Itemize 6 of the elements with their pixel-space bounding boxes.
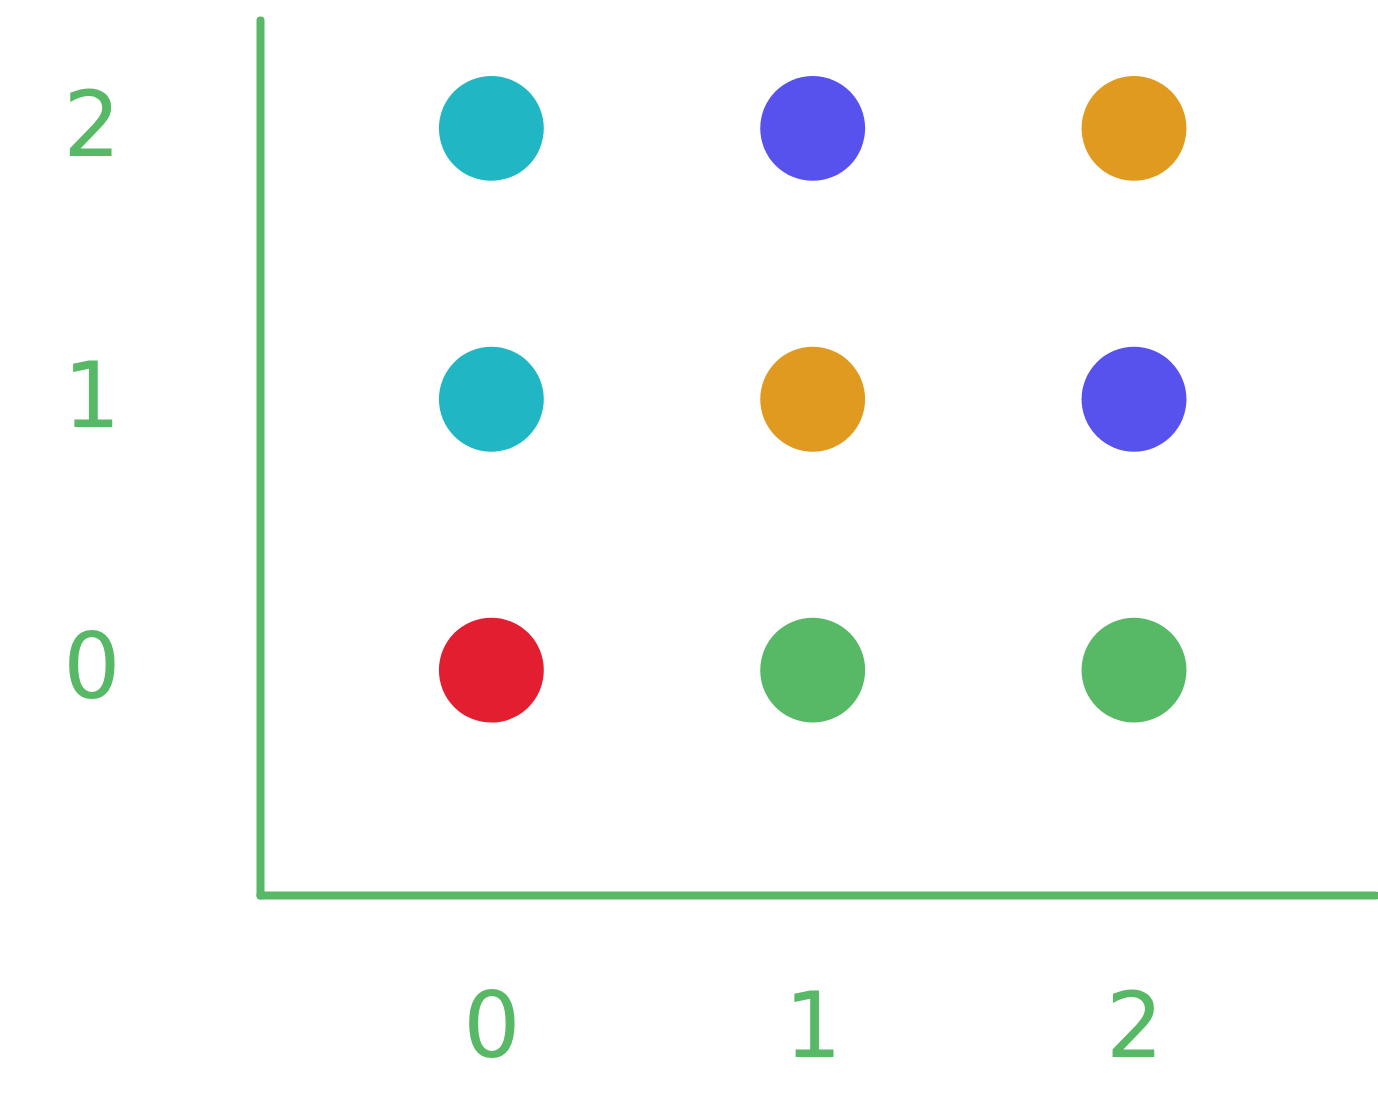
- y-tick-label: 2: [63, 71, 121, 177]
- y-tick-label: 0: [63, 613, 121, 719]
- x-tick-label: 1: [784, 972, 842, 1078]
- x-tick-label: 2: [1105, 972, 1164, 1078]
- x-tick-label: 0: [463, 972, 521, 1078]
- y-tick-label: 1: [63, 342, 121, 448]
